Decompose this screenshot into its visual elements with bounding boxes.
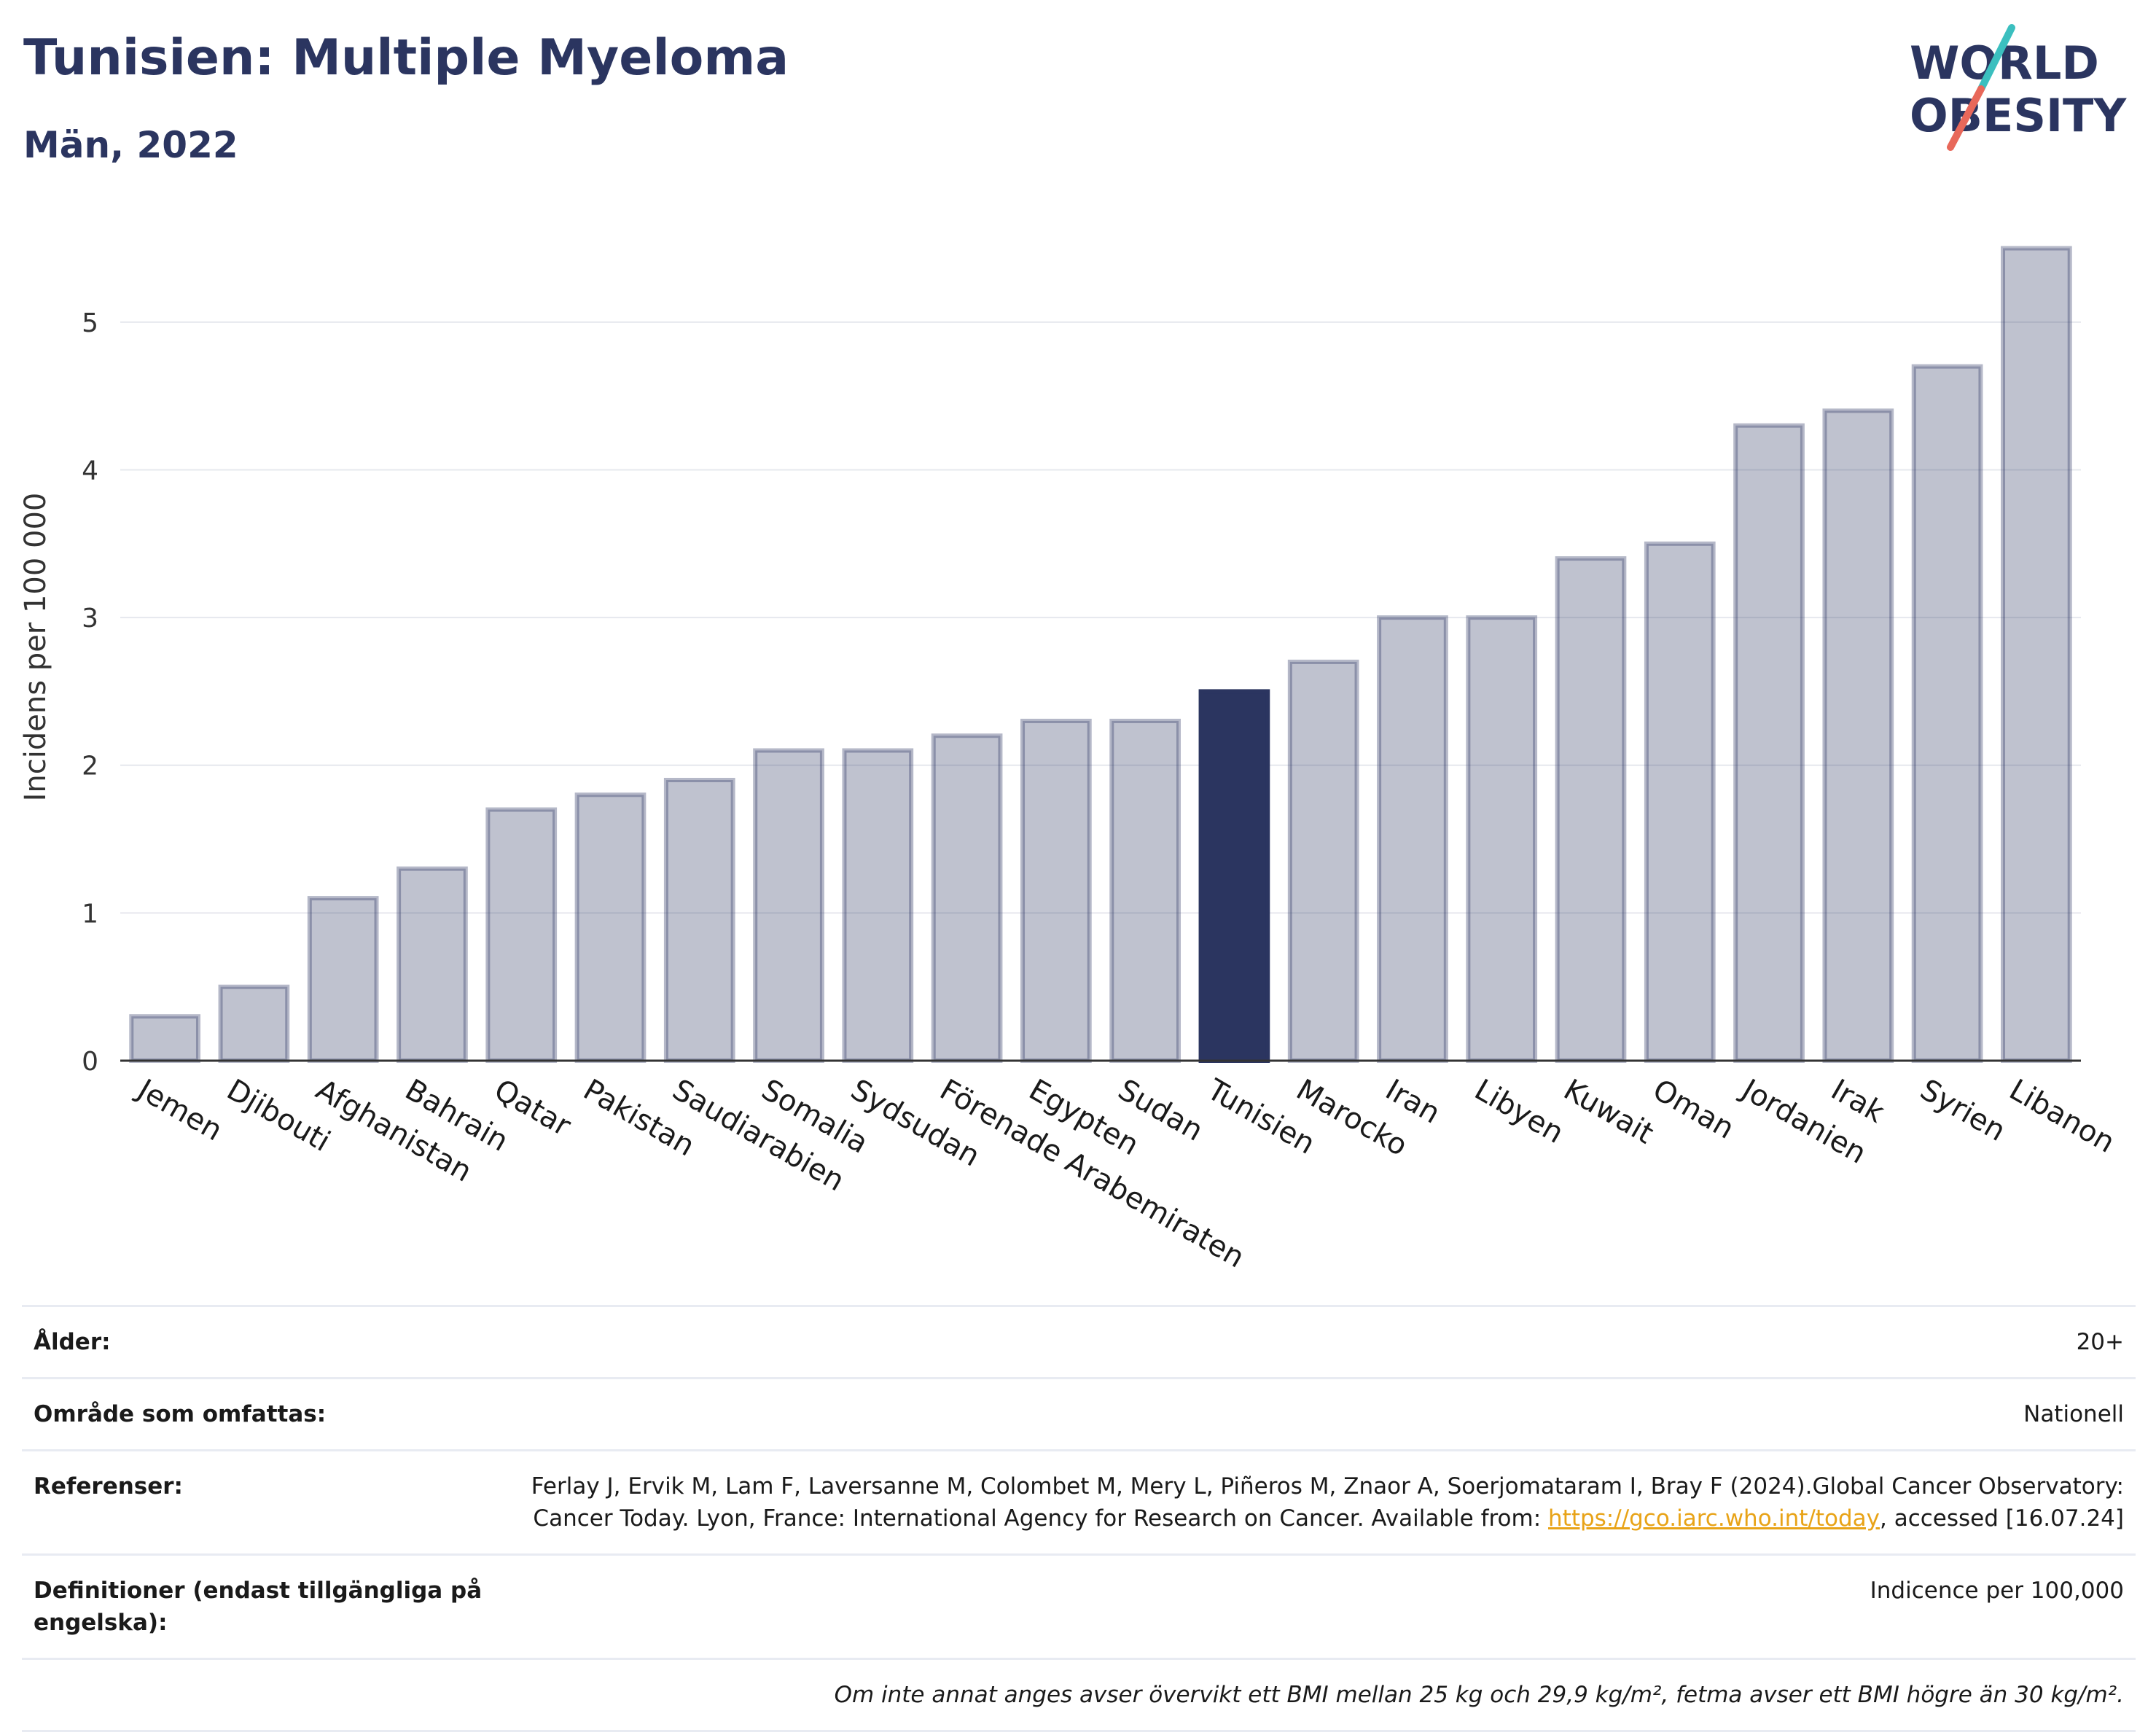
references-label: Referenser: <box>34 1473 183 1500</box>
x-tick-libanon: Libanon <box>2004 1073 2120 1160</box>
logo-slash-bottom <box>1947 85 1985 151</box>
bar-chart: 0 1 2 3 4 5 JemenDjiboutiAfghanistanBahrainQa… <box>19 246 2121 1275</box>
bmi-note: Om inte annat anges avser övervikt ett B… <box>834 1682 2124 1708</box>
age-label: Ålder: <box>34 1329 111 1355</box>
references-value: Ferlay J, Ervik M, Lam F, Laversanne M, … <box>529 1470 2124 1535</box>
bar-irak <box>1822 408 1894 1063</box>
definitions-label: Definitioner (endast tillgängliga på eng… <box>34 1578 483 1636</box>
bar-libyen <box>1466 615 1538 1063</box>
x-tick-syrien: Syrien <box>1915 1073 2012 1148</box>
references-accessed: , accessed [16.07.24] <box>1879 1505 2124 1532</box>
x-tick-libyen: Libyen <box>1469 1073 1569 1150</box>
bar-jemen <box>129 1014 200 1064</box>
bar-saudiarabien <box>663 778 735 1063</box>
logo-slash-top <box>1977 24 2015 93</box>
y-tick-2: 2 <box>82 752 98 781</box>
meta-row-definitions: Definitioner (endast tillgängliga på eng… <box>22 1556 2136 1660</box>
y-tick-1: 1 <box>82 899 98 929</box>
bar-marocko <box>1287 659 1359 1063</box>
bars <box>129 246 2072 1064</box>
y-axis-label: Incidens per 100 000 <box>19 493 52 802</box>
bar-afghanistan <box>307 896 379 1063</box>
y-tick-0: 0 <box>82 1047 98 1077</box>
bar-syrien <box>1911 364 1983 1063</box>
meta-row-area: Område som omfattas: Nationell <box>22 1379 2136 1451</box>
meta-row-note: Om inte annat anges avser övervikt ett B… <box>22 1660 2136 1732</box>
y-tick-5: 5 <box>82 308 98 338</box>
bar-oman <box>1644 541 1716 1063</box>
bar-kuwait <box>1555 556 1627 1063</box>
x-tick-oman: Oman <box>1647 1073 1740 1146</box>
area-value: Nationell <box>2023 1401 2124 1427</box>
bar-sudan <box>1109 718 1181 1064</box>
definitions-value: Indicence per 100,000 <box>1870 1578 2124 1604</box>
x-tick-djibouti: Djibouti <box>221 1073 335 1158</box>
y-axis-ticks: 0 1 2 3 4 5 <box>82 308 98 1077</box>
bar-egypten <box>1020 718 1092 1064</box>
bar-tunisien <box>1198 689 1270 1064</box>
y-tick-4: 4 <box>82 456 98 486</box>
chart-subtitle: Män, 2022 <box>23 124 238 166</box>
bar-qatar <box>485 807 558 1064</box>
area-label: Område som omfattas: <box>34 1401 327 1427</box>
bar-förenade-arabemiraten <box>931 733 1003 1063</box>
y-tick-3: 3 <box>82 604 98 633</box>
bar-djibouti <box>218 984 290 1063</box>
logo-line-2: OBESITY <box>1910 89 2127 142</box>
meta-row-age: Ålder: 20+ <box>22 1307 2136 1379</box>
meta-row-references: Referenser: Ferlay J, Ervik M, Lam F, La… <box>22 1451 2136 1556</box>
chart-title: Tunisien: Multiple Myeloma <box>23 29 789 87</box>
bar-pakistan <box>574 792 647 1064</box>
references-link[interactable]: https://gco.iarc.who.int/today <box>1548 1505 1880 1532</box>
bar-libanon <box>2001 246 2072 1063</box>
age-value: 20+ <box>2076 1329 2124 1355</box>
x-tick-kuwait: Kuwait <box>1558 1073 1660 1151</box>
x-tick-jemen: Jemen <box>130 1072 228 1147</box>
bar-somalia <box>753 748 824 1063</box>
bar-sydsudan <box>842 748 914 1063</box>
bar-iran <box>1377 615 1448 1063</box>
metadata-table: Ålder: 20+ Område som omfattas: Nationel… <box>22 1305 2136 1732</box>
world-obesity-logo: WORLD OBESITY <box>1910 24 2127 151</box>
bar-bahrain <box>397 866 468 1064</box>
bar-jordanien <box>1733 423 1805 1063</box>
references-text: Ferlay J, Ervik M, Lam F, Laversanne M, … <box>531 1473 2124 1532</box>
